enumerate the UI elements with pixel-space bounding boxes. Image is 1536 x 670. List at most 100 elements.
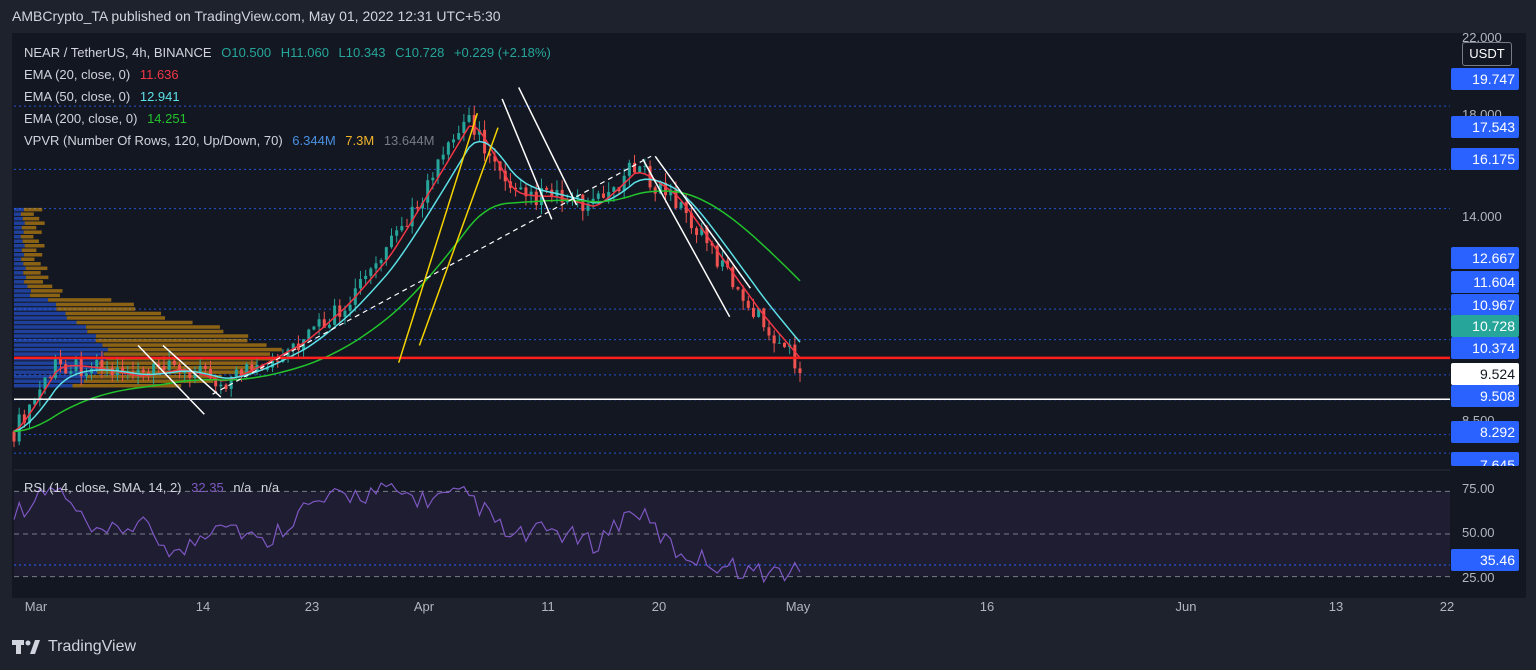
candle-body-80 [426, 180, 430, 203]
vpvr-down-bar-16 [65, 311, 162, 316]
tradingview-footer[interactable]: TradingView [12, 637, 136, 657]
candle-body-40 [219, 384, 223, 387]
candle-body-90 [477, 129, 481, 135]
candle-body-97 [514, 187, 518, 190]
ohlc-open: O10.500 [221, 45, 272, 60]
candle-body-86 [457, 133, 461, 140]
candle-body-60 [322, 319, 326, 328]
candle-body-133 [700, 227, 704, 235]
time-label-7: 16 [979, 599, 995, 614]
candle-body-4 [33, 399, 37, 405]
candle-body-132 [695, 228, 699, 235]
vpvr-up-bar-33 [14, 234, 21, 239]
rsi-legend[interactable]: RSI (14, close, SMA, 14, 2) 32.35 n/a n/… [24, 480, 285, 495]
candle-body-78 [415, 206, 419, 209]
ema200-legend[interactable]: EMA (200, close, 0) 14.251 [24, 111, 193, 126]
vpvr-down-bar-4 [98, 365, 256, 370]
candle-body-24 [136, 369, 140, 375]
vpvr-down-bar-14 [76, 320, 193, 325]
vpvr-up-bar-37 [14, 216, 23, 221]
candle-body-145 [762, 308, 766, 328]
ema50-legend[interactable]: EMA (50, close, 0) 12.941 [24, 89, 186, 104]
currency-button[interactable]: USDT [1462, 42, 1512, 66]
chart-panel[interactable] [12, 33, 1526, 598]
rsi-value: 32.35 [191, 480, 224, 495]
candle-body-36 [198, 365, 202, 373]
candle-body-35 [193, 372, 197, 378]
level-9-508: 9.508 [1451, 385, 1519, 407]
level-12-667: 12.667 [1451, 247, 1519, 269]
time-label-9: 13 [1328, 599, 1344, 614]
candle-body-10 [64, 364, 68, 374]
candle-body-84 [446, 142, 450, 155]
candle-body-77 [410, 206, 414, 227]
candle-body-34 [188, 371, 192, 378]
candle-body-140 [736, 287, 740, 290]
candle-body-46 [250, 364, 254, 373]
candle-body-119 [627, 162, 631, 176]
level-16-175: 16.175 [1451, 148, 1519, 170]
time-label-4: 11 [541, 599, 555, 614]
vpvr-up-bar-35 [14, 225, 22, 230]
candle-body-120 [633, 162, 637, 173]
ema20-legend[interactable]: EMA (20, close, 0) 11.636 [24, 67, 185, 82]
vpvr-up-bar-21 [14, 289, 31, 293]
candle-body-33 [183, 371, 187, 373]
time-label-1: 14 [195, 599, 211, 614]
ema200-label: EMA (200, close, 0) [24, 111, 138, 126]
time-label-0: Mar [24, 599, 48, 614]
ema20-label: EMA (20, close, 0) [24, 67, 131, 82]
candle-body-41 [224, 384, 228, 389]
white-level-badge: 9.524 [1451, 363, 1519, 385]
ema200-value: 14.251 [147, 111, 187, 126]
vpvr-down-bar-30 [21, 248, 37, 253]
candle-body-137 [720, 260, 724, 267]
candle-body-128 [674, 189, 678, 208]
trendline-dashed [212, 155, 652, 395]
time-label-6: May [785, 599, 811, 614]
candle-body-26 [146, 372, 150, 375]
vpvr-down-bar-11 [95, 334, 249, 338]
vpvr-up-bar-29 [14, 253, 24, 257]
ohlc-change: +0.229 (+2.18%) [453, 45, 551, 60]
rsi-na-2: n/a [261, 480, 280, 495]
rsi-label: RSI (14, close, SMA, 14, 2) [24, 480, 182, 495]
candle-body-65 [348, 304, 352, 311]
candle-body-136 [715, 245, 719, 267]
vpvr-up-bar-1 [14, 379, 84, 383]
trendline-2a [501, 98, 553, 220]
vpvr-down-bar-5 [98, 361, 257, 365]
vpvr-total-volume: 13.644M [383, 133, 435, 148]
axis-tick-14: 14.000 [1462, 209, 1502, 224]
vpvr-down-bar-20 [30, 293, 60, 298]
ema200-line [13, 190, 801, 433]
candle-body-55 [296, 343, 300, 351]
level-11-604: 11.604 [1451, 271, 1519, 293]
candle-body-19 [110, 367, 114, 376]
candle-body-7 [48, 377, 52, 379]
vpvr-legend[interactable]: VPVR (Number Of Rows, 120, Up/Down, 70) … [24, 133, 440, 148]
vpvr-up-bar-16 [14, 311, 66, 316]
vpvr-down-bar-29 [23, 253, 43, 257]
ohlc-close: C10.728 [395, 45, 445, 60]
candle-body-87 [462, 121, 466, 134]
candle-body-74 [395, 230, 399, 236]
candle-body-38 [209, 368, 212, 379]
candle-body-152 [798, 368, 802, 374]
candle-body-39 [214, 378, 218, 387]
candle-body-51 [276, 360, 280, 362]
candle-body-8 [53, 359, 57, 378]
time-label-8: Jun [1175, 599, 1197, 614]
candle-body-0 [12, 431, 16, 442]
symbol-name[interactable]: NEAR / TetherUS, 4h, BINANCE [24, 45, 212, 60]
vpvr-up-bar-18 [14, 302, 56, 307]
footer-brand: TradingView [48, 638, 137, 655]
vpvr-down-bar-17 [56, 307, 136, 311]
vpvr-down-volume: 7.3M [345, 133, 375, 148]
vpvr-up-bar-36 [14, 221, 25, 225]
candle-body-116 [612, 187, 616, 192]
candle-body-28 [157, 363, 161, 366]
time-label-5: 20 [651, 599, 667, 614]
vpvr-up-bar-30 [14, 248, 22, 253]
